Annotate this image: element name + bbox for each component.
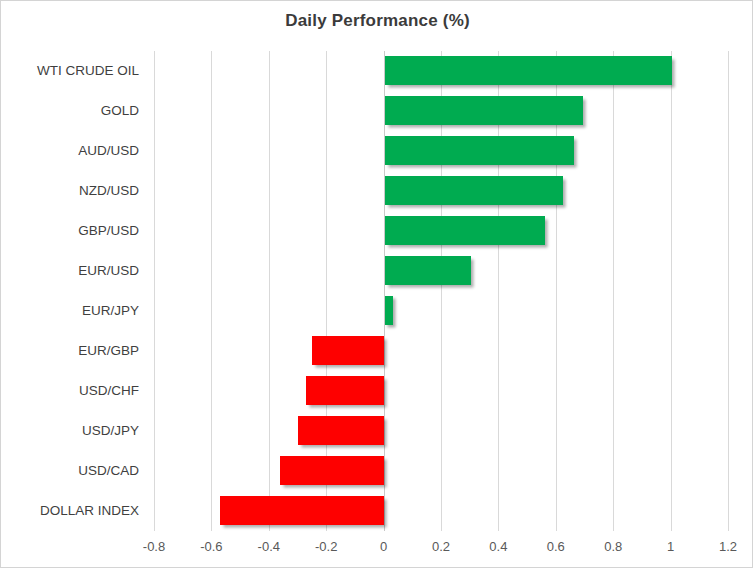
x-tick-label: -0.4 [258,539,280,554]
category-label: GOLD [1,91,139,131]
category-label: USD/CHF [1,371,139,411]
x-tick-label: -0.8 [143,539,165,554]
gridline [211,51,212,531]
bar-dollar-index [220,496,384,525]
category-label: WTI CRUDE OIL [1,51,139,91]
category-label: EUR/GBP [1,331,139,371]
x-tick-label: 1.2 [719,539,737,554]
bar-eur-gbp [312,336,384,365]
category-label: EUR/USD [1,251,139,291]
chart-title: Daily Performance (%) [1,11,753,31]
x-tick-label: 0.2 [432,539,450,554]
x-tick-label: 0.8 [604,539,622,554]
x-tick-label: 0 [380,539,387,554]
gridline [671,51,672,531]
category-label: USD/JPY [1,411,139,451]
category-label: AUD/USD [1,131,139,171]
bar-eur-usd [385,256,471,285]
gridline [154,51,155,531]
category-axis: WTI CRUDE OILGOLDAUD/USDNZD/USDGBP/USDEU… [1,51,139,531]
category-label: GBP/USD [1,211,139,251]
x-tick-label: 0.6 [547,539,565,554]
x-tick-label: 0.4 [489,539,507,554]
x-tick-label: -0.2 [315,539,337,554]
daily-performance-chart: Daily Performance (%) WTI CRUDE OILGOLDA… [0,0,753,568]
bar-gold [385,96,583,125]
gridline [269,51,270,531]
gridline [613,51,614,531]
bar-gbp-usd [385,216,546,245]
bar-usd-chf [306,376,383,405]
category-label: EUR/JPY [1,291,139,331]
x-tick-label: -0.6 [200,539,222,554]
bar-nzd-usd [385,176,563,205]
plot-area [154,51,728,531]
gridline [728,51,729,531]
bar-usd-jpy [298,416,384,445]
category-label: NZD/USD [1,171,139,211]
category-label: DOLLAR INDEX [1,491,139,531]
value-axis: -0.8-0.6-0.4-0.200.20.40.60.811.2 [154,539,728,559]
bar-wti-crude-oil [385,56,672,85]
category-label: USD/CAD [1,451,139,491]
x-tick-label: 1 [667,539,674,554]
bar-eur-jpy [385,296,394,325]
bar-usd-cad [280,456,383,485]
bar-aud-usd [385,136,574,165]
